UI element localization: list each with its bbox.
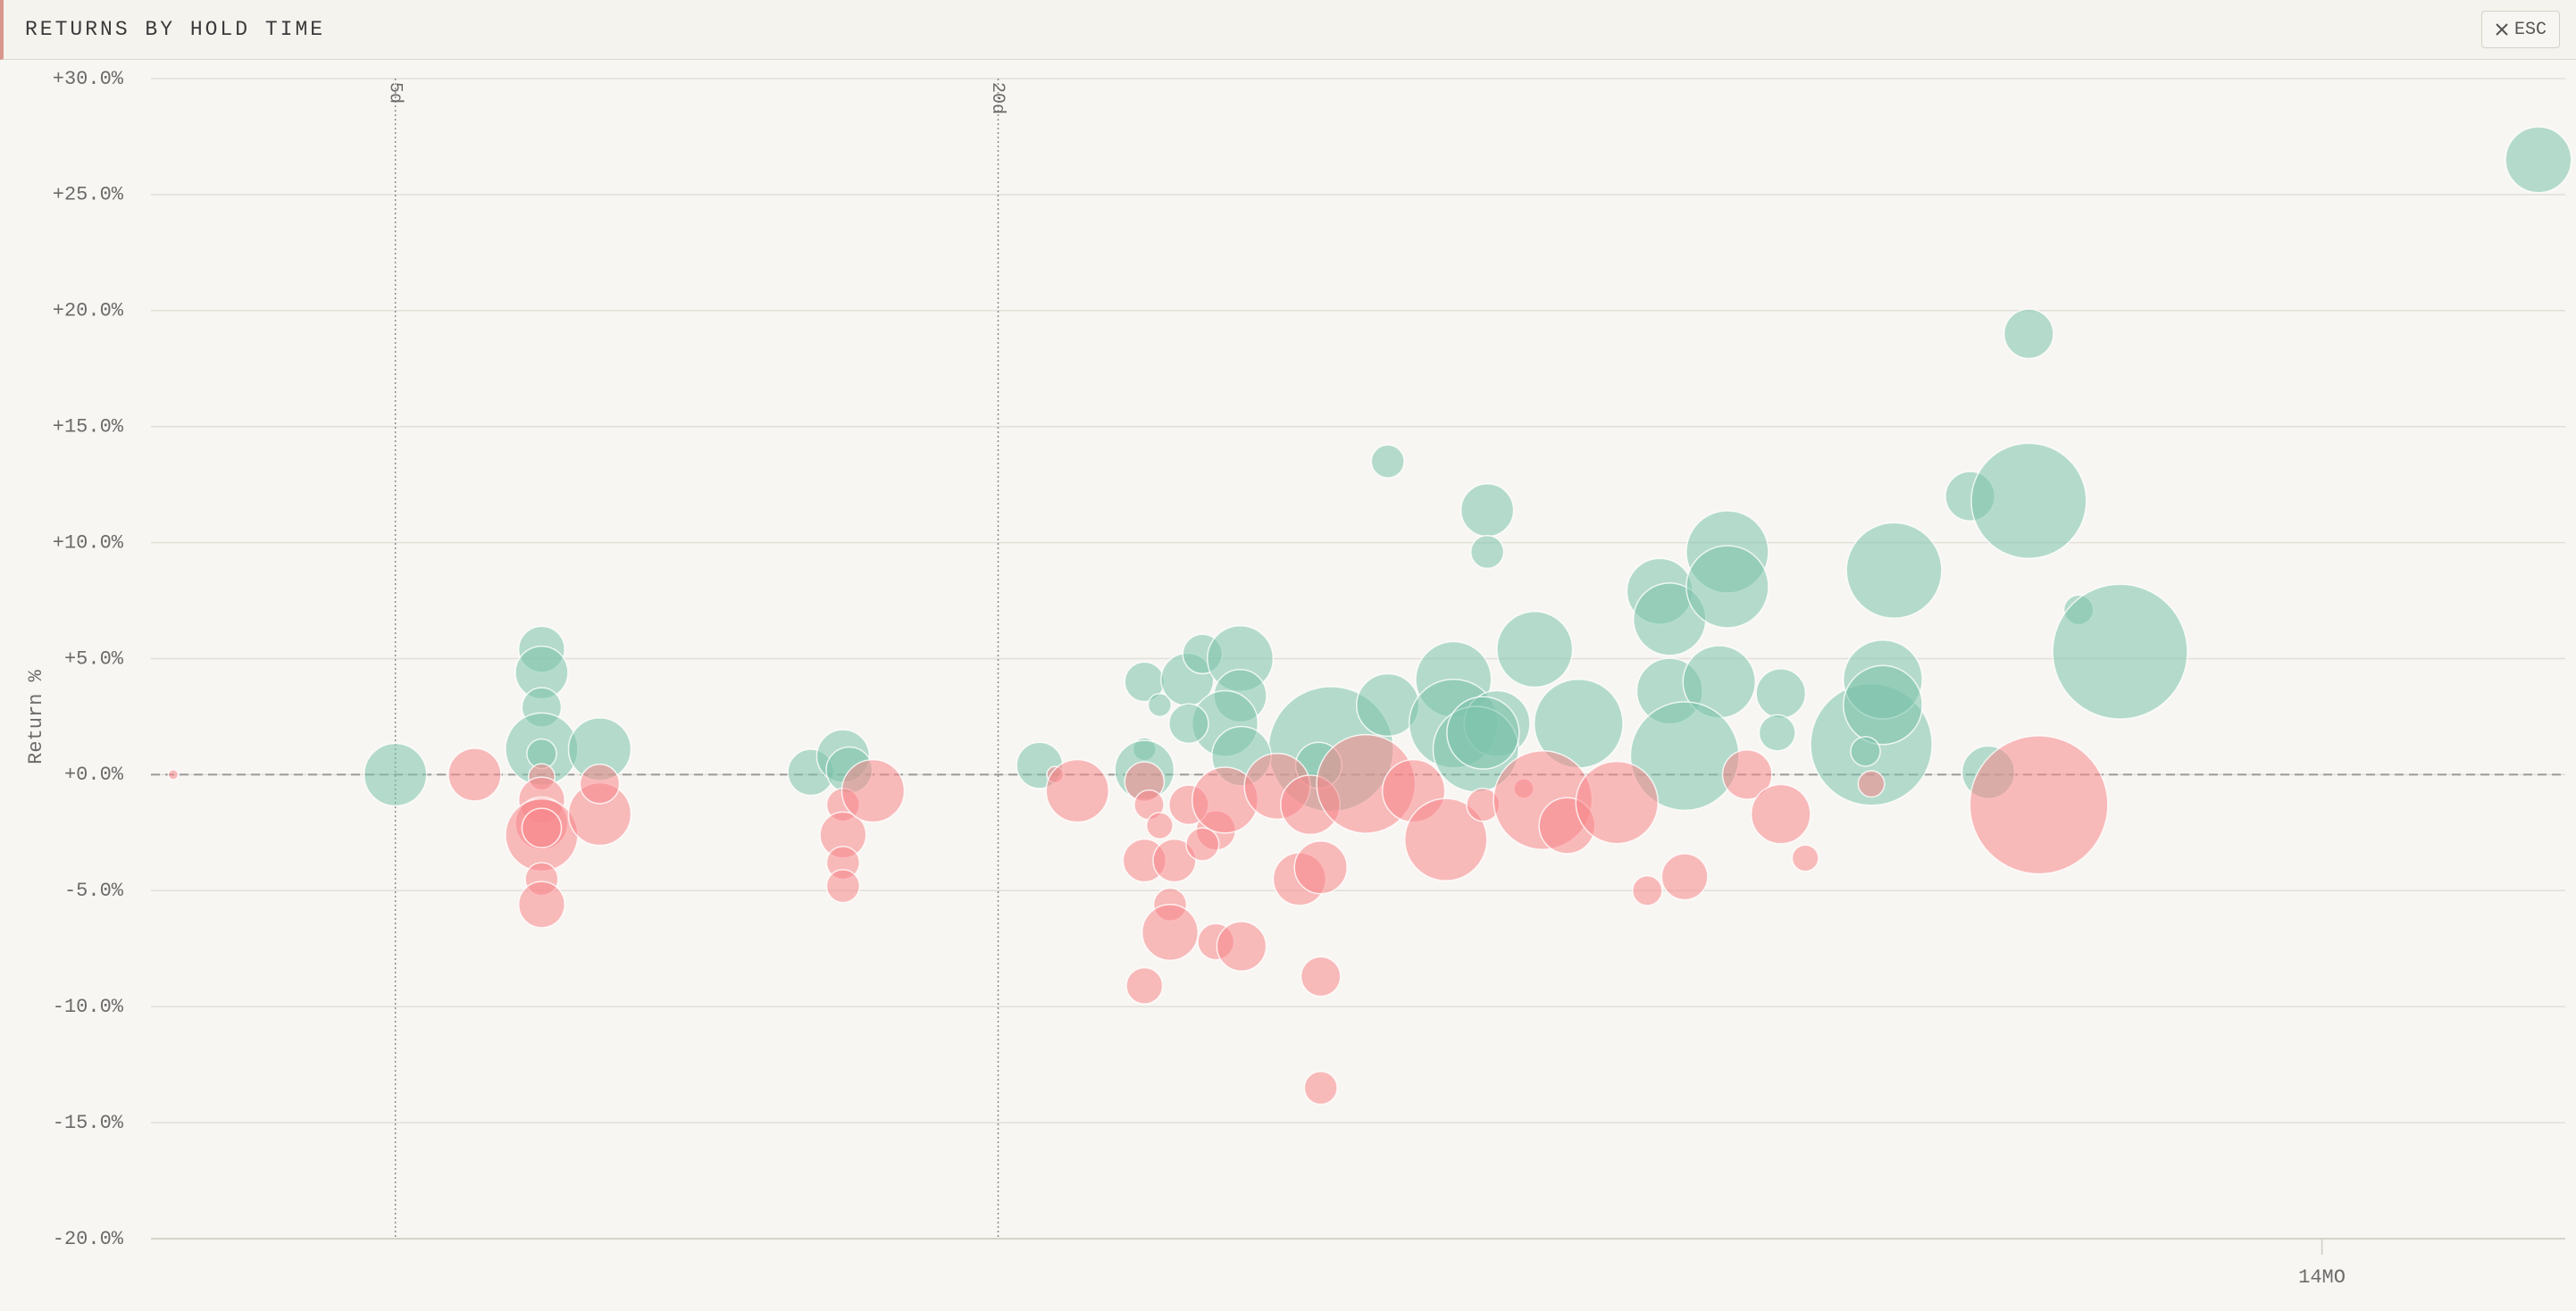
close-label: ESC bbox=[2513, 19, 2547, 40]
bubble bbox=[1147, 692, 1173, 718]
bubble bbox=[2003, 308, 2054, 360]
close-icon bbox=[2496, 23, 2508, 36]
y-tick-label: +10.0% bbox=[53, 531, 124, 554]
reference-label: 5d bbox=[384, 82, 405, 104]
bubble bbox=[1168, 703, 1209, 745]
bubble bbox=[1496, 611, 1574, 689]
bubble bbox=[1370, 444, 1405, 479]
bubble bbox=[1969, 735, 2109, 875]
x-tick-label: 14MO bbox=[2298, 1266, 2346, 1289]
bubble bbox=[1575, 760, 1660, 845]
y-tick-label: -5.0% bbox=[64, 880, 124, 902]
bubble bbox=[1293, 840, 1348, 895]
bubble bbox=[1125, 966, 1164, 1005]
y-tick-label: +30.0% bbox=[53, 68, 124, 90]
close-button[interactable]: ESC bbox=[2480, 11, 2560, 48]
bubble bbox=[1721, 749, 1773, 800]
bubble bbox=[1660, 853, 1709, 901]
bubble bbox=[1750, 783, 1811, 845]
bubble bbox=[521, 807, 563, 848]
bubble bbox=[2052, 583, 2188, 720]
bubble bbox=[1791, 844, 1819, 873]
y-tick-label: +15.0% bbox=[53, 416, 124, 438]
y-tick-label: +0.0% bbox=[64, 764, 124, 786]
bubble bbox=[1446, 696, 1520, 770]
bubble bbox=[1970, 442, 2087, 559]
bubble bbox=[841, 758, 906, 823]
bubble bbox=[1857, 770, 1886, 798]
reference-label: 20d bbox=[987, 82, 1008, 114]
bubble bbox=[1845, 522, 1943, 619]
bubble bbox=[825, 868, 861, 904]
bubble bbox=[1216, 921, 1267, 973]
header: RETURNS BY HOLD TIME ESC bbox=[0, 0, 2576, 60]
bubble bbox=[1758, 714, 1796, 752]
bubble bbox=[1843, 664, 1923, 746]
bubble bbox=[1141, 904, 1200, 962]
y-tick-label: +20.0% bbox=[53, 300, 124, 322]
y-tick-label: -15.0% bbox=[53, 1112, 124, 1134]
bubble bbox=[1469, 534, 1505, 570]
bubble bbox=[517, 881, 565, 929]
bubble bbox=[1185, 827, 1220, 862]
bubble bbox=[1755, 668, 1807, 719]
bubble bbox=[1303, 1070, 1338, 1106]
chart: Return % +30.0% +25.0% +20.0% +15.0% +10.0% +… bbox=[25, 68, 2572, 1289]
bubbles bbox=[167, 126, 2572, 1106]
y-tick-label: +25.0% bbox=[53, 184, 124, 206]
bubble bbox=[167, 769, 180, 781]
bubble bbox=[1685, 545, 1769, 629]
bubble bbox=[1631, 874, 1663, 906]
bubble bbox=[1459, 483, 1515, 538]
bubble bbox=[1300, 956, 1342, 998]
bubble bbox=[363, 742, 428, 807]
y-tick-label: -20.0% bbox=[53, 1228, 124, 1250]
header-title: RETURNS BY HOLD TIME bbox=[25, 18, 326, 41]
y-tick-label: -10.0% bbox=[53, 996, 124, 1018]
bubble bbox=[579, 763, 621, 805]
bubble bbox=[1145, 812, 1174, 840]
bubble bbox=[1152, 838, 1197, 883]
bubble bbox=[447, 747, 502, 802]
bubble bbox=[1850, 736, 1881, 767]
y-tick-label: +5.0% bbox=[64, 647, 124, 670]
bubble bbox=[1403, 797, 1488, 881]
y-axis-label: Return % bbox=[25, 669, 47, 764]
bubble bbox=[1045, 758, 1109, 823]
bubble bbox=[2505, 126, 2572, 194]
